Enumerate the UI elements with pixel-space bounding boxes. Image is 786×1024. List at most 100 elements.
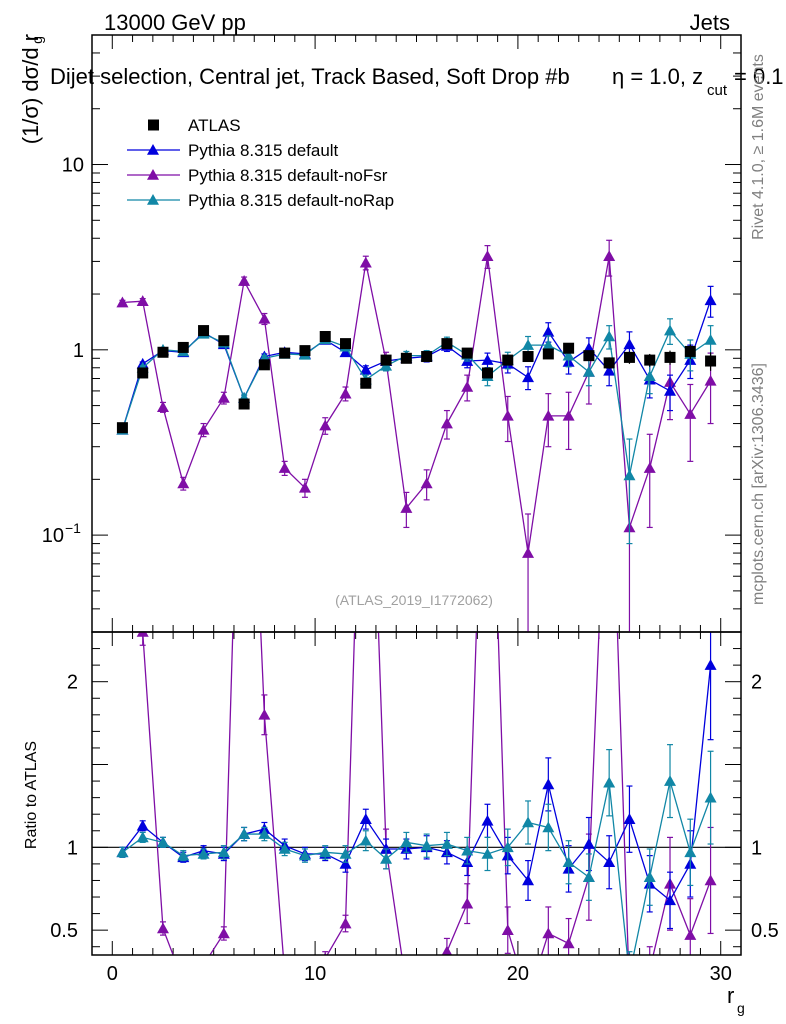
ratio-nofsr-point — [562, 937, 575, 949]
top-default-point — [542, 325, 555, 337]
analysis-id: (ATLAS_2019_I1772062) — [335, 592, 493, 608]
ratio-norap-point — [501, 841, 514, 853]
ratio-norap-point — [197, 847, 210, 859]
top-nofsr-point — [542, 409, 555, 421]
atlas-point — [157, 346, 169, 358]
ratio-nofsr-point — [623, 987, 635, 998]
ratio-norap-point — [217, 846, 230, 858]
ratio-nofsr-point — [481, 295, 493, 306]
legend-nofsr-marker — [147, 169, 159, 180]
top-nofsr-point — [258, 312, 271, 324]
ratio-default-point — [359, 813, 372, 824]
ratio-norap-point — [603, 776, 616, 788]
top-default-point — [664, 384, 677, 396]
ratio-nofsr-point — [644, 964, 656, 975]
top-default-point — [359, 363, 372, 375]
y-tick-label: 10 — [42, 525, 64, 547]
atlas-point — [279, 347, 291, 359]
top-default-line — [121, 300, 712, 431]
ratio-nofsr-point — [684, 929, 697, 940]
ratio-norap-point — [156, 836, 169, 848]
x-axis-label-sub: g — [737, 1000, 745, 1016]
atlas-point — [400, 352, 412, 364]
top-nofsr-point — [197, 423, 210, 435]
atlas-point — [137, 367, 149, 379]
ratio-norap-point — [136, 831, 149, 843]
legend-default-label: Pythia 8.315 default — [188, 141, 339, 160]
atlas-point — [481, 367, 493, 379]
ratio-norap-point — [380, 852, 393, 864]
y-axis-label-top-sub: g — [29, 36, 45, 44]
top-default-point — [603, 364, 616, 376]
plot-title: Dijet selection, Central jet, Track Base… — [50, 64, 570, 89]
y-tick-label-exponent: −1 — [65, 520, 81, 536]
atlas-point — [258, 359, 270, 371]
ratio-norap-point — [461, 844, 474, 856]
ratio-nofsr-point — [279, 967, 291, 978]
atlas-point — [299, 345, 311, 357]
y-axis-label-ratio: Ratio to ATLAS — [23, 741, 40, 849]
ratio-default-point — [704, 659, 717, 670]
top-default-point — [481, 354, 494, 365]
top-nofsr-point — [603, 250, 616, 262]
ratio-nofsr-point — [400, 980, 412, 991]
top-nofsr-point — [704, 374, 717, 386]
atlas-point — [542, 348, 554, 360]
ratio-default-point — [603, 856, 616, 868]
top-nofsr-point — [359, 256, 372, 268]
legend-atlas-marker — [148, 119, 159, 131]
ratio-norap-point — [298, 849, 311, 861]
ratio-norap-point — [522, 816, 535, 828]
ratio-norap-point — [238, 828, 251, 839]
top-default-point — [522, 371, 535, 383]
ratio-default-point — [582, 838, 595, 849]
ratio-norap-point — [440, 838, 453, 849]
atlas-point — [664, 351, 676, 363]
ratio-default-point — [481, 814, 494, 826]
side-label-mcplots: mcplots.cern.ch [arXiv:1306.3436] — [750, 363, 767, 605]
legend-norap-label: Pythia 8.315 default-noRap — [188, 191, 394, 210]
top-nofsr-point — [562, 409, 575, 421]
top-norap-point — [704, 333, 717, 345]
top-nofsr-point — [400, 502, 413, 513]
top-nofsr-point — [440, 417, 453, 429]
ratio-default-point — [522, 874, 535, 886]
ratio-nofsr-point — [501, 924, 514, 935]
atlas-point — [116, 422, 128, 434]
atlas-point — [502, 354, 514, 366]
ratio-norap-point — [359, 834, 372, 846]
ratio-norap-point — [582, 871, 595, 882]
ratio-norap-point — [643, 871, 656, 882]
ratio-nofsr-point — [177, 976, 189, 987]
top-default-point — [623, 338, 636, 350]
legend-nofsr-label: Pythia 8.315 default-noFsr — [188, 166, 388, 185]
atlas-point — [218, 335, 230, 347]
legend-ATLAS-label: ATLAS — [188, 116, 241, 135]
atlas-point — [238, 398, 250, 410]
top-norap-point — [623, 469, 636, 481]
ratio-nofsr-point — [461, 897, 474, 909]
top-norap-point — [603, 330, 616, 342]
atlas-point — [644, 354, 656, 366]
atlas-point — [461, 347, 473, 359]
top-nofsr-point — [643, 462, 656, 473]
ratio-panel-marks — [92, 295, 741, 1003]
atlas-point — [705, 355, 717, 367]
top-nofsr-point — [238, 275, 251, 286]
top-nofsr-point — [461, 380, 474, 392]
ratio-default-point — [664, 894, 677, 906]
ratio-norap-point — [562, 856, 575, 868]
ratio-norap-point — [319, 846, 332, 858]
top-nofsr-point — [501, 409, 514, 421]
atlas-point — [421, 351, 433, 363]
ratio-default-point — [339, 857, 352, 869]
top-nofsr-point — [684, 408, 697, 419]
ratio-nofsr-point — [522, 992, 534, 1003]
ratio-nofsr-point — [136, 632, 149, 637]
ratio-nofsr-point — [156, 922, 169, 934]
ratio-nofsr-point — [217, 927, 230, 939]
ratio-nofsr-point — [258, 708, 271, 720]
top-nofsr-point — [522, 547, 535, 558]
